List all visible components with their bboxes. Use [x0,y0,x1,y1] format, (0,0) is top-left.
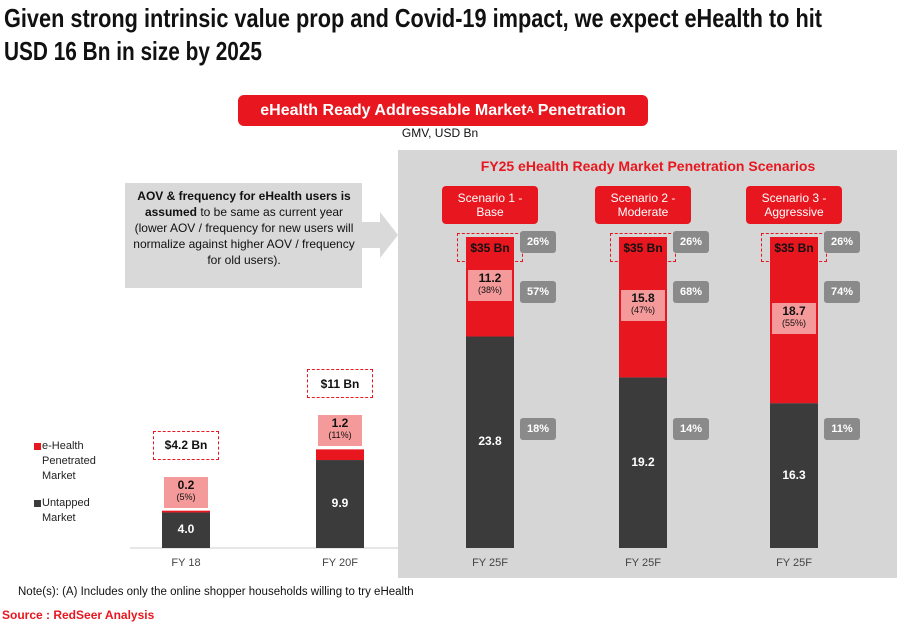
legend-label: Untapped Market [42,497,90,524]
penetration-value: 18.7 [782,304,806,319]
data-label: 23.8 [478,434,502,449]
penetration-label: 0.2 (5%) [164,476,208,508]
bar-segment [316,449,364,461]
annotation-arrow [125,183,398,288]
heading-superscript: A [526,105,534,116]
penetration-share: (5%) [176,491,196,502]
bar-segment [619,377,667,548]
growth-label: 26% [673,231,709,253]
x-tick-label: FY 20F [322,557,358,569]
title-line: USD 16 Bn in size by 2025 [4,36,262,66]
total-label: $35 Bn [761,233,827,262]
growth-label: 68% [673,281,709,303]
penetration-share: (47%) [630,305,655,316]
growth-label: 11% [824,418,860,440]
data-label: 9.9 [331,496,349,511]
x-tick-label: FY 18 [171,557,201,569]
growth-label: 74% [824,281,860,303]
total-label: $35 Bn [457,233,523,262]
bar-segment [770,403,818,548]
penetration-share: (11%) [328,430,352,441]
penetration-value: 11.2 [478,270,502,285]
legend-swatch [34,443,41,450]
title-line: Given strong intrinsic value prop and Co… [4,3,822,33]
annotation: AOV & frequency for eHealth users is ass… [128,188,360,268]
bar-segment [466,336,514,548]
bar-segment [162,510,210,513]
growth-label: 26% [520,231,556,253]
penetration-share: (38%) [477,284,502,295]
annotation-text: to be same as current year (lower AOV / … [133,205,355,267]
growth-label: 26% [824,231,860,253]
panel-title: FY25 eHealth Ready Market Penetration Sc… [480,158,816,174]
x-tick-label: FY 25F [625,557,661,569]
scenario-label: Scenario 3 - Aggressive [746,186,842,224]
note: Note(s): (A) Includes only the online sh… [18,586,414,598]
source: Source : RedSeer Analysis [2,608,155,622]
growth-label: 57% [520,281,556,303]
bar-segment [316,460,364,548]
chart-heading: eHealth Ready Addressable Market A Penetra… [238,95,648,126]
scenario-label: Scenario 1 - Base [442,186,538,224]
penetration-value: 0.2 [177,477,195,492]
data-label: 16.3 [782,467,806,482]
bar-segment [162,512,210,548]
penetration-label: 15.8 (47%) [621,290,665,322]
penetration-label: 11.2 (38%) [468,269,512,301]
penetration-label: 18.7 (55%) [772,303,816,335]
heading-text: eHealth Ready Addressable Market [260,101,527,119]
data-label: 19.2 [631,454,655,469]
x-tick-label: FY 25F [472,557,508,569]
penetration-label: 1.2 (11%) [318,415,362,447]
growth-label: 18% [520,418,556,440]
x-tick-label: FY 25F [776,557,812,569]
subtitle: GMV, USD Bn [401,126,479,140]
total-label: $4.2 Bn [153,430,219,460]
total-label: $35 Bn [610,233,676,262]
legend-label: e-Health Penetrated Market [42,440,96,482]
penetration-value: 15.8 [631,291,655,306]
penetration-share: (55%) [781,318,806,329]
total-label: $11 Bn [307,369,373,399]
growth-label: 14% [673,418,709,440]
heading-suffix: Penetration [537,101,626,119]
annotation-bold: AOV & frequency for eHealth users is ass… [137,189,351,219]
penetration-value: 1.2 [331,416,349,431]
legend-swatch [34,500,41,507]
scenario-label: Scenario 2 - Moderate [595,186,691,224]
data-label: 4.0 [177,522,195,537]
